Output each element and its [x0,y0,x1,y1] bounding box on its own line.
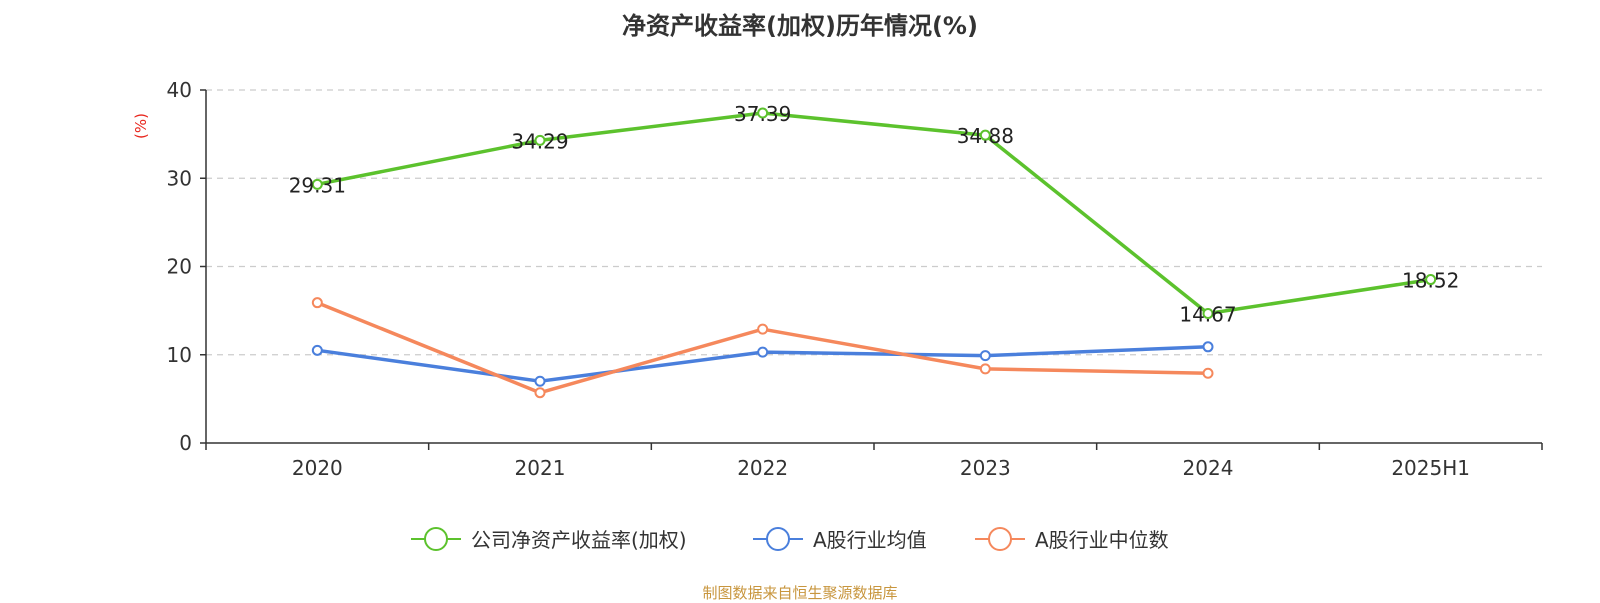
grid-lines [206,89,1542,356]
y-axis-unit-label: (%) [132,113,150,139]
x-tick-label: 2020 [292,456,343,480]
data-point [979,350,991,362]
y-tick-label: 0 [179,431,192,455]
legend-marker [766,527,790,551]
x-tick-label: 2023 [960,456,1011,480]
data-point [311,297,323,309]
x-tick-label: 2022 [737,456,788,480]
data-labels: 29.31 34.29 37.39 34.88 14.67 18.52 [289,102,1460,327]
y-tick-label: 40 [167,78,192,102]
data-point [311,178,323,190]
axes: 0 10 20 30 40 2020 2021 2022 2023 2024 2025H1 [167,78,1543,480]
y-tick-label: 30 [167,166,192,190]
data-point [534,387,546,399]
data-point [311,344,323,356]
legend-item-1: A股行业均值 [753,527,927,552]
legend: 公司净资产收益率(加权) A股行业均值 A股行业中位数 [411,527,1169,552]
data-point [757,107,769,119]
data-point [1202,367,1214,379]
data-point [979,129,991,141]
data-point [1202,341,1214,353]
y-tick-label: 20 [167,255,192,279]
data-label: 14.67 [1179,303,1236,327]
x-tick-label: 2024 [1183,456,1234,480]
data-point [757,346,769,358]
legend-label: 公司净资产收益率(加权) [471,528,687,552]
data-label: 29.31 [289,173,346,197]
series-line-0 [316,111,1431,316]
data-point [1425,274,1437,286]
legend-marker [988,527,1012,551]
data-point [979,363,991,375]
series-lines [311,107,1437,399]
legend-item-2: A股行业中位数 [975,527,1169,552]
chart-title: 净资产收益率(加权)历年情况(%) [622,12,978,40]
source-note: 制图数据来自恒生聚源数据库 [702,584,898,602]
data-label: 34.88 [957,124,1014,148]
data-label: 34.29 [511,129,568,153]
legend-label: A股行业中位数 [1035,528,1169,552]
legend-label: A股行业均值 [813,528,927,552]
legend-marker [424,527,448,551]
data-point [534,375,546,387]
x-tick-label: 2025H1 [1391,456,1470,480]
data-label: 18.52 [1402,269,1459,293]
data-point [534,134,546,146]
y-tick-label: 10 [167,343,192,367]
data-point [1202,308,1214,320]
legend-item-0: 公司净资产收益率(加权) [411,527,687,552]
data-label: 37.39 [734,102,791,126]
data-point [757,323,769,335]
x-tick-label: 2021 [515,456,566,480]
